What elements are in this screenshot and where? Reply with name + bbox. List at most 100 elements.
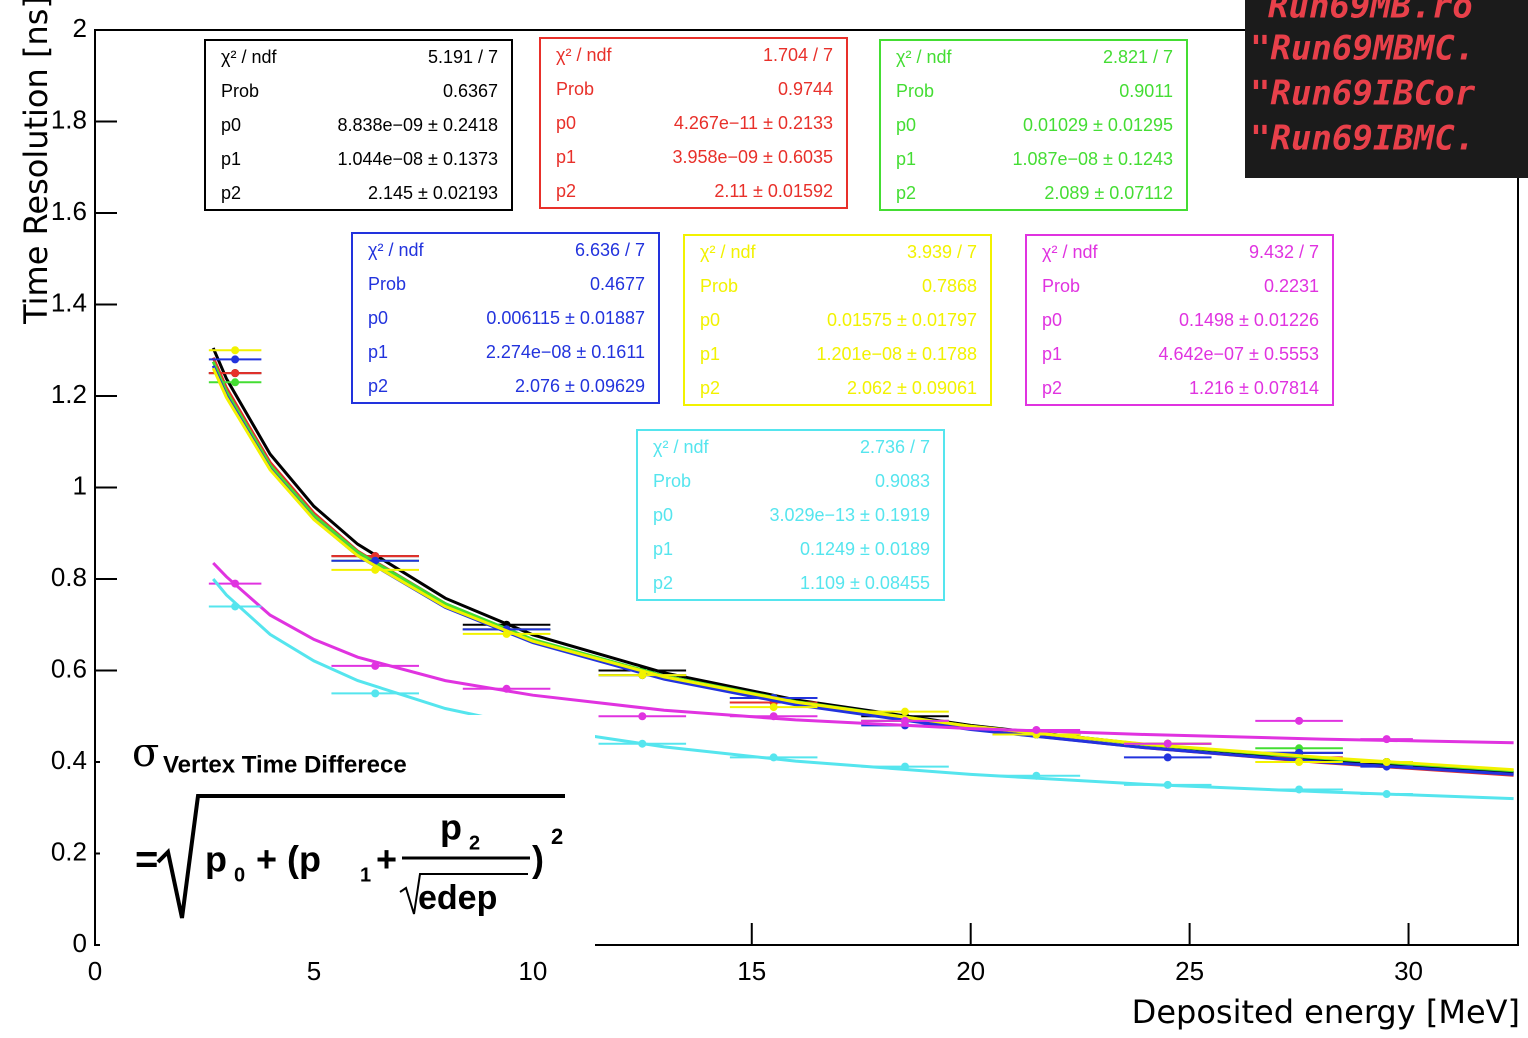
stat-value: 2.11 ± 0.01592 [714,181,833,201]
data-point [502,629,511,638]
stat-label: p2 [700,378,720,398]
stat-value: 5.191 / 7 [428,47,498,67]
stat-value: 0.2231 [1264,276,1319,296]
stat-label: Prob [556,79,594,99]
stat-value: 1.109 ± 0.08455 [800,573,930,593]
stat-label: χ² / ndf [556,45,612,65]
x-tick-label: 15 [737,956,766,986]
formula-text: edep [418,879,497,917]
x-tick-label: 25 [1175,956,1204,986]
stat-label: Prob [653,471,691,491]
terminal-line: "Run69MBMC. [1250,29,1475,69]
stat-value: 8.838e−09 ± 0.2418 [337,115,498,135]
stat-value: 0.4677 [590,274,645,294]
x-tick-label: 10 [518,956,547,986]
data-point [231,378,240,387]
stat-box [636,429,945,601]
formula-sub: 0 [234,864,245,886]
formula-sup: 2 [551,824,563,849]
stat-label: p0 [556,113,576,133]
stat-label: p0 [368,308,388,328]
terminal-background [1245,0,1528,178]
x-tick-label: 0 [88,956,102,986]
data-point [1032,725,1041,734]
stat-value: 0.6367 [443,81,498,101]
stat-label: p2 [896,183,916,203]
stat-label: χ² / ndf [653,437,709,457]
data-point [638,671,647,680]
stat-box [539,37,848,209]
stat-label: p0 [1042,310,1062,330]
stat-label: p2 [368,376,388,396]
stat-value: 0.7868 [922,276,977,296]
x-tick-label: 20 [956,956,985,986]
y-tick-label: 1.4 [51,287,87,317]
stat-label: p1 [1042,344,1062,364]
data-point [1295,716,1304,725]
y-tick-label: 1.8 [51,104,87,134]
stat-value: 9.432 / 7 [1249,242,1319,262]
stat-value: 1.087e−08 ± 0.1243 [1012,149,1173,169]
data-point [638,739,647,748]
stat-label: χ² / ndf [221,47,277,67]
formula-plus: + [376,839,397,880]
stat-value: 2.076 ± 0.09629 [515,376,645,396]
stat-box [879,39,1188,211]
stat-value: 0.9083 [875,471,930,491]
data-point [1163,780,1172,789]
data-point [1382,790,1391,799]
data-point [371,689,380,698]
stat-label: χ² / ndf [368,240,424,260]
data-point [371,556,380,565]
stat-box [351,232,660,404]
x-axis-label: Deposited energy [MeV] [1132,993,1520,1031]
stat-value: 4.267e−11 ± 0.2133 [674,113,833,133]
data-point [371,565,380,574]
y-tick-label: 1.2 [51,379,87,409]
stat-value: 1.704 / 7 [763,45,833,65]
stat-value: 0.9744 [778,79,833,99]
stat-value: 0.01029 ± 0.01295 [1023,115,1173,135]
stat-value: 2.736 / 7 [860,437,930,457]
terminal-line: "Run69IBCor [1250,74,1476,114]
data-point [231,346,240,355]
data-point [1295,785,1304,794]
stat-label: Prob [1042,276,1080,296]
stat-box [683,234,992,406]
stat-label: p1 [653,539,673,559]
formula-background [100,715,595,947]
formula-subscript: Vertex Time Differece [163,751,407,778]
stat-label: p0 [653,505,673,525]
formula-text: + (p [256,839,321,880]
stat-value: 0.01575 ± 0.01797 [827,310,977,330]
x-tick-label: 30 [1394,956,1423,986]
stat-value: 2.062 ± 0.09061 [847,378,977,398]
formula-paren: ) [532,839,544,880]
stat-label: Prob [700,276,738,296]
stat-label: Prob [221,81,259,101]
formula-equals: = [135,838,158,882]
y-tick-label: 2 [73,13,87,43]
formula-p: p [205,839,227,880]
stat-label: p0 [896,115,916,135]
data-point [1295,758,1304,766]
formula-sigma: σ [132,730,159,776]
formula-sub: 2 [469,832,480,854]
data-point [901,716,910,725]
terminal-line: "Run69IBMC. [1250,119,1475,159]
data-point [638,712,647,721]
y-tick-label: 1.6 [51,196,87,226]
stat-value: 0.9011 [1119,81,1173,101]
stat-label: χ² / ndf [896,47,952,67]
stat-label: p2 [556,181,576,201]
data-point [901,707,910,716]
fit-curve [212,561,1514,745]
stat-box [204,39,513,211]
stat-boxes: χ² / ndf 5.191 / 7 Prob 0.6367 p0 8.838e−09 ±… [204,37,1334,601]
stat-value: 0.1498 ± 0.01226 [1179,310,1319,330]
data-point [1382,735,1391,744]
formula-sub: 1 [360,864,371,886]
y-tick-label: 0.4 [51,745,87,775]
data-point [231,579,240,588]
